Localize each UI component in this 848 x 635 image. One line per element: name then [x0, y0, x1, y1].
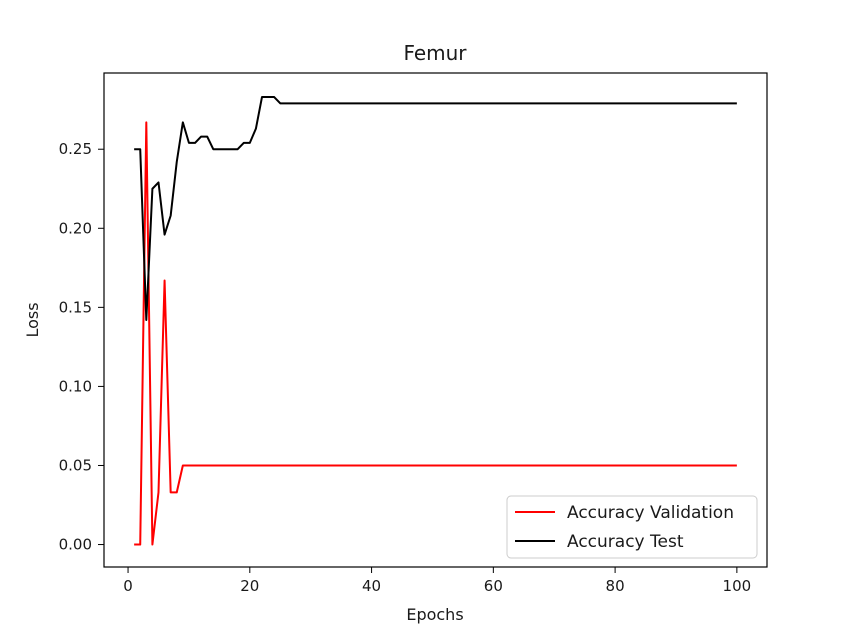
legend: Accuracy Validation Accuracy Test	[506, 495, 758, 559]
legend-label-accuracy-test: Accuracy Test	[567, 532, 684, 552]
x-axis-ticks: 0 20 40 60 80 100	[123, 567, 751, 595]
x-tick-label: 100	[723, 577, 752, 595]
x-axis-label: Epochs	[406, 605, 463, 624]
y-axis-label: Loss	[23, 302, 42, 337]
legend-box	[506, 495, 758, 559]
legend-label-accuracy-validation: Accuracy Validation	[567, 503, 734, 523]
x-tick-label: 40	[362, 577, 381, 595]
x-tick-label: 0	[123, 577, 133, 595]
y-axis-ticks: 0.00 0.05 0.10 0.15 0.20 0.25	[59, 140, 104, 554]
y-tick-label: 0.20	[59, 219, 92, 237]
series-line-accuracy-test	[134, 96, 737, 321]
chart-title: Femur	[403, 41, 467, 65]
y-tick-label: 0.25	[59, 140, 92, 158]
x-tick-label: 60	[484, 577, 503, 595]
y-tick-label: 0.05	[59, 456, 92, 474]
y-tick-label: 0.10	[59, 377, 92, 395]
series-layer	[134, 96, 737, 546]
y-tick-label: 0.00	[59, 536, 92, 554]
y-tick-label: 0.15	[59, 298, 92, 316]
plot-frame	[103, 72, 768, 568]
x-tick-label: 80	[606, 577, 625, 595]
x-tick-label: 20	[240, 577, 259, 595]
